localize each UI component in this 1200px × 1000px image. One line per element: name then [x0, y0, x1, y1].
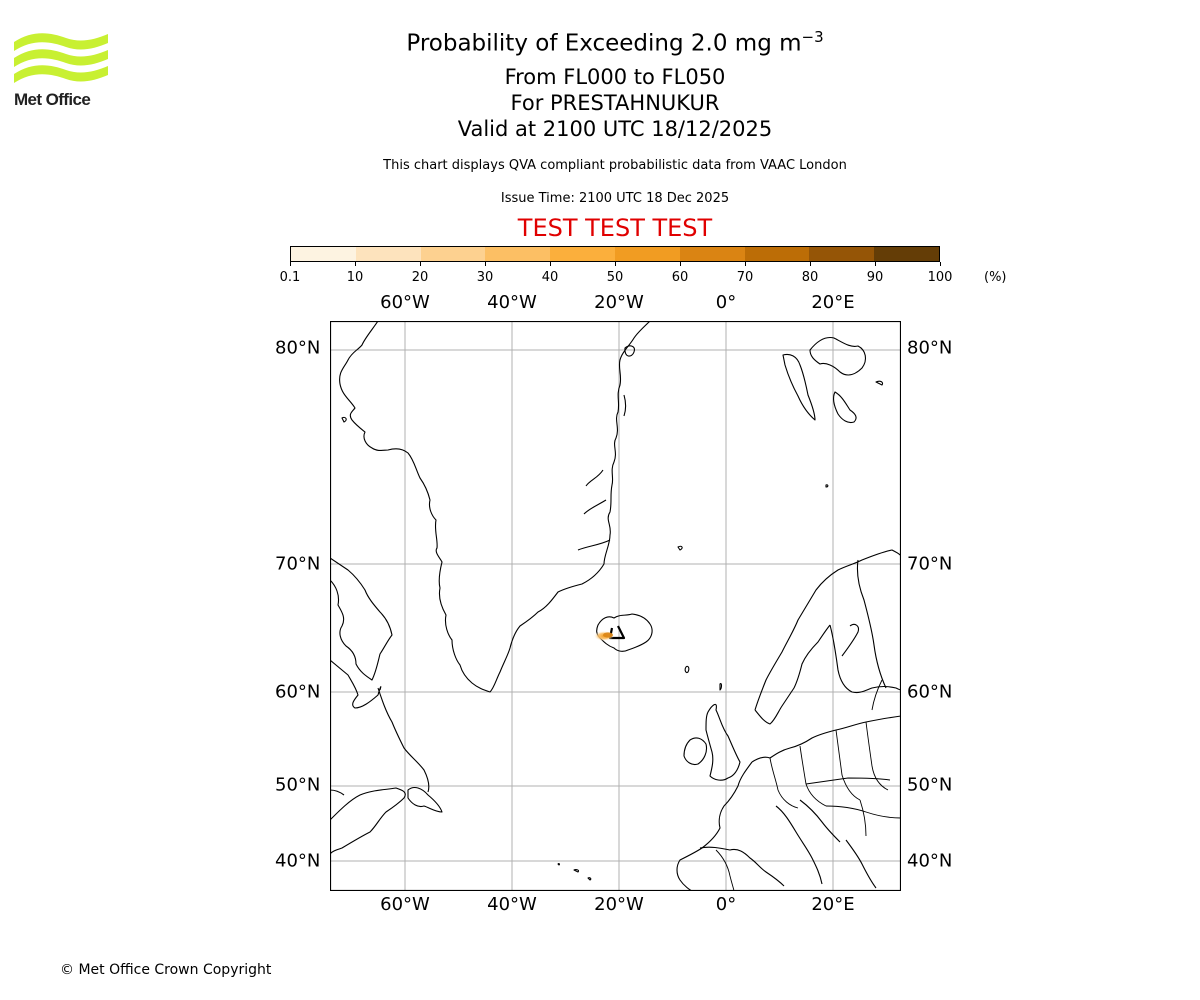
longitude-label: 60°W: [380, 894, 430, 915]
colorbar: [290, 246, 940, 262]
gridlines: [330, 321, 901, 891]
latitude-label: 40°N: [275, 850, 321, 872]
longitude-label: 40°W: [487, 292, 537, 313]
colorbar-tick-label: 20: [411, 270, 429, 285]
ash-plume: [594, 631, 614, 641]
colorbar-segment: [679, 247, 745, 261]
volcano-name: For PRESTAHNUKUR: [510, 91, 720, 115]
colorbar-tick-label: 80: [801, 270, 819, 285]
test-banner: TEST TEST TEST: [517, 214, 713, 242]
italy-coast: [775, 805, 823, 885]
map-canvas: [330, 321, 901, 891]
longitude-label: 60°W: [380, 292, 430, 313]
colorbar-segment: [291, 247, 356, 261]
longitude-label: 20°E: [811, 894, 855, 915]
colorbar-tick: [290, 262, 291, 266]
chart-title: Probability of Exceeding 2.0 mg m−3: [0, 28, 1200, 57]
colorbar-tick-label: 70: [736, 270, 754, 285]
latitude-label: 80°N: [275, 337, 321, 359]
met-office-logo: Met Office: [14, 30, 108, 112]
colorbar-unit: (%): [984, 270, 1007, 285]
flight-levels: From FL000 to FL050: [504, 65, 726, 89]
colorbar-tick-label: 90: [866, 270, 884, 285]
colorbar-tick: [355, 262, 356, 266]
colorbar-segment: [809, 247, 875, 261]
title-text: Probability of Exceeding 2.0 mg m: [406, 30, 802, 57]
colorbar-segment: [744, 247, 810, 261]
colorbar-segment: [485, 247, 551, 261]
colorbar-segment: [874, 247, 939, 261]
colorbar-tick: [940, 262, 941, 266]
map-border: [330, 321, 901, 891]
latitude-label: 80°N: [907, 337, 953, 359]
canada-coast: [330, 557, 393, 681]
longitude-label: 20°W: [594, 894, 644, 915]
latitude-label: 40°N: [907, 850, 953, 872]
svalbard-coast: [782, 353, 816, 421]
colorbar-segment: [355, 247, 421, 261]
disclaimer: This chart displays QVA compliant probab…: [383, 158, 847, 173]
colorbar-tick: [615, 262, 616, 266]
ireland-coast: [683, 737, 708, 766]
colorbar-tick-label: 40: [541, 270, 559, 285]
colorbar-tick-label: 50: [606, 270, 624, 285]
colorbar-segment: [550, 247, 615, 261]
colorbar-tick-label: 0.1: [279, 270, 301, 285]
wave-logo-icon: [14, 33, 108, 83]
latitude-label: 60°N: [275, 681, 321, 703]
longitude-label: 0°: [715, 292, 737, 313]
labrador-coast: [377, 687, 430, 793]
colorbar-tick: [745, 262, 746, 266]
latitude-label: 70°N: [275, 553, 321, 575]
longitude-label: 20°E: [811, 292, 855, 313]
colorbar-tick-label: 30: [476, 270, 494, 285]
longitude-label: 20°W: [594, 292, 644, 313]
colorbar-tick: [485, 262, 486, 266]
iceland-coast: [596, 613, 653, 652]
latitude-label: 60°N: [907, 681, 953, 703]
colorbar-segment: [614, 247, 680, 261]
colorbar-tick: [810, 262, 811, 266]
greenland-coast: [339, 321, 651, 693]
latitude-label: 50°N: [907, 774, 953, 796]
longitude-label: 40°W: [487, 894, 537, 915]
valid-time: Valid at 2100 UTC 18/12/2025: [457, 117, 773, 141]
issue-time: Issue Time: 2100 UTC 18 Dec 2025: [500, 191, 730, 206]
colorbar-tick-label: 60: [671, 270, 689, 285]
colorbar-tick-label: 100: [927, 270, 953, 285]
longitude-label: 0°: [715, 894, 737, 915]
colorbar-tick: [680, 262, 681, 266]
latitude-label: 70°N: [907, 553, 953, 575]
copyright: © Met Office Crown Copyright: [60, 962, 272, 978]
colorbar-tick: [420, 262, 421, 266]
colorbar-tick-label: 10: [346, 270, 364, 285]
europe-coast: [751, 715, 901, 763]
colorbar-tick: [875, 262, 876, 266]
colorbar-segment: [420, 247, 486, 261]
britain-coast: [705, 703, 741, 781]
logo-text: Met Office: [14, 90, 91, 109]
title-exponent: −3: [801, 28, 824, 46]
colorbar-tick: [550, 262, 551, 266]
scandinavia-coast: [754, 549, 901, 711]
coastlines: [330, 321, 901, 891]
latitude-label: 50°N: [275, 774, 321, 796]
